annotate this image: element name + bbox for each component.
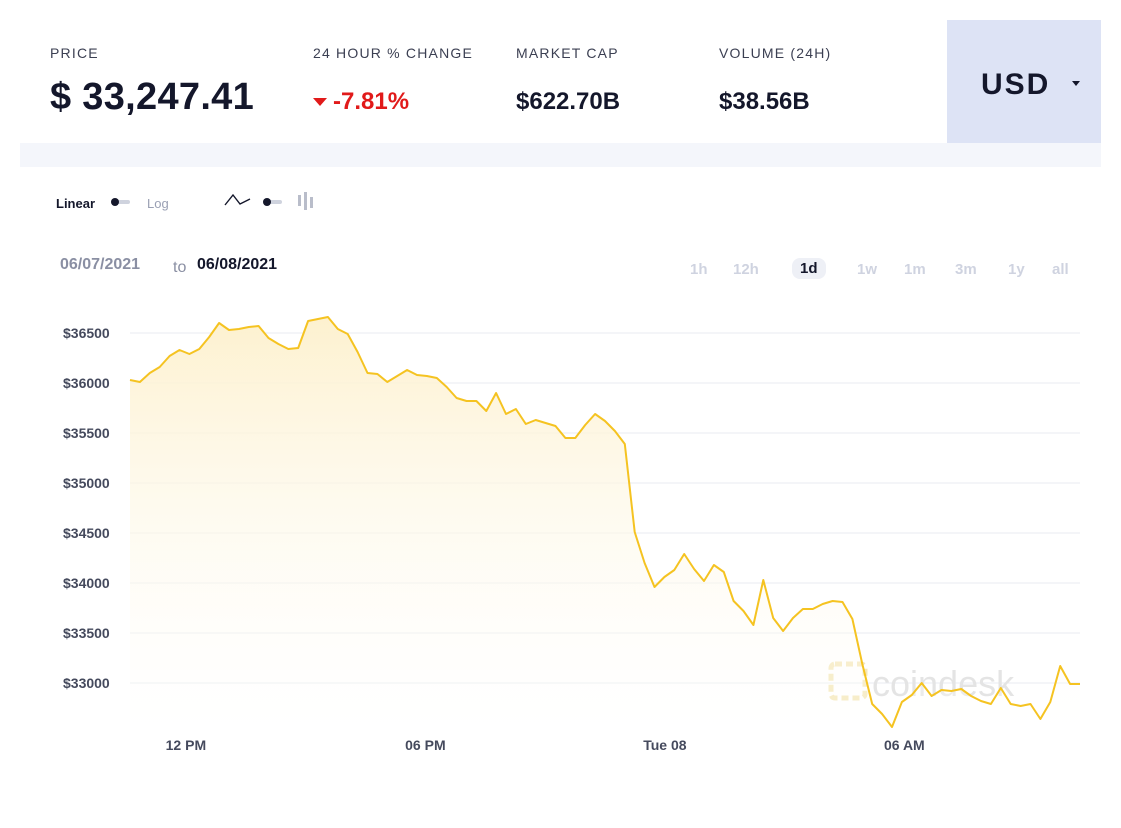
change-label: 24 HOUR % CHANGE [313, 45, 474, 61]
y-tick-label: $36000 [63, 375, 110, 391]
change-value-wrap: -7.81% [313, 88, 409, 116]
y-tick-label: $36500 [63, 325, 110, 341]
x-tick-label: 12 PM [166, 737, 206, 753]
volume-value: $38.56B [719, 88, 810, 115]
period-12h[interactable]: 12h [733, 261, 759, 278]
market-cap-value: $622.70B [516, 88, 621, 115]
x-tick-label: 06 PM [405, 737, 445, 753]
date-range-from: 06/07/2021 [60, 256, 141, 273]
y-tick-label: $34500 [63, 525, 110, 541]
price-label: PRICE [50, 45, 99, 61]
date-range-to: 06/08/2021 [197, 256, 278, 273]
y-tick-label: $33000 [63, 675, 110, 691]
volume-label: VOLUME (24H) [719, 45, 832, 61]
x-tick-label: Tue 08 [643, 737, 687, 753]
y-tick-label: $34000 [63, 575, 110, 591]
y-tick-label: $35000 [63, 475, 110, 491]
change-value: -7.81% [333, 88, 410, 115]
log-scale-label[interactable]: Log [147, 196, 169, 211]
y-axis: $33000 $33500 $34000 $34500 $35000 $35500 $360… [63, 325, 110, 691]
stats-header: PRICE $ 33,247.41 24 HOUR % CHANGE -7.81… [30, 20, 1101, 143]
price-value: $ 33,247.41 [50, 76, 255, 118]
scale-toggle[interactable] [111, 198, 131, 206]
period-all[interactable]: all [1052, 261, 1069, 278]
scale-toggle-track [115, 200, 130, 204]
period-1w[interactable]: 1w [857, 261, 878, 278]
price-line [129, 316, 1080, 728]
period-1y[interactable]: 1y [1008, 261, 1025, 278]
line-chart-icon[interactable] [224, 192, 252, 208]
market-cap-label: MARKET CAP [516, 45, 619, 61]
price-area [130, 317, 1080, 733]
x-axis: 12 PM 06 PM Tue 08 06 AM [166, 737, 925, 753]
ohlc-chart-icon[interactable] [297, 191, 317, 211]
down-arrow-icon [313, 97, 327, 106]
x-tick-label: 06 AM [884, 737, 925, 753]
y-tick-label: $33500 [63, 625, 110, 641]
period-1h[interactable]: 1h [690, 261, 708, 278]
linear-scale-label[interactable]: Linear [56, 196, 96, 211]
scale-toggle-knob [111, 198, 119, 206]
chart-type-toggle[interactable] [263, 198, 283, 206]
period-1d[interactable]: 1d [792, 258, 826, 279]
y-tick-label: $35500 [63, 425, 110, 441]
date-range-to-word: to [173, 259, 187, 276]
currency-dropdown[interactable]: USD [947, 20, 1101, 143]
period-3m[interactable]: 3m [955, 261, 977, 278]
currency-label: USD [981, 68, 1051, 101]
divider-band [20, 143, 1101, 167]
period-1m[interactable]: 1m [904, 261, 926, 278]
caret-down-icon [1072, 81, 1080, 86]
chart-type-toggle-knob [263, 198, 271, 206]
chart-type-toggle-track [267, 200, 282, 204]
